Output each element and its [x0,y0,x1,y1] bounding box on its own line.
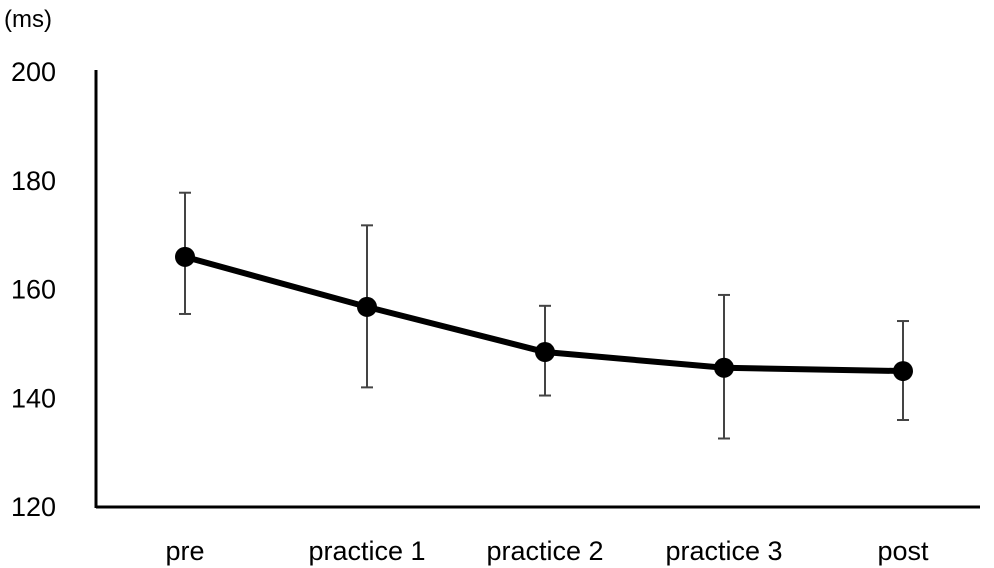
x-tick-label: practice 1 [308,536,425,566]
data-point [714,357,734,378]
y-unit-label: (ms) [4,6,52,33]
y-tick-label: 200 [11,57,56,87]
y-tick-label: 140 [11,383,56,413]
y-tick-labels: 120 140 160 180 200 [11,57,56,522]
error-bars [179,191,909,440]
data-point [357,296,377,317]
data-point [535,342,555,363]
data-markers [175,246,913,382]
x-tick-label: post [877,536,929,566]
x-tick-label: practice 3 [665,536,782,566]
y-tick-label: 160 [11,275,56,305]
data-point [175,246,195,267]
x-tick-label: practice 2 [486,536,603,566]
y-tick-label: 120 [11,492,56,522]
x-tick-label: pre [165,536,204,566]
x-tick-labels: pre practice 1 practice 2 practice 3 post [165,536,929,566]
y-tick-label: 180 [11,166,56,196]
data-point [893,361,913,382]
